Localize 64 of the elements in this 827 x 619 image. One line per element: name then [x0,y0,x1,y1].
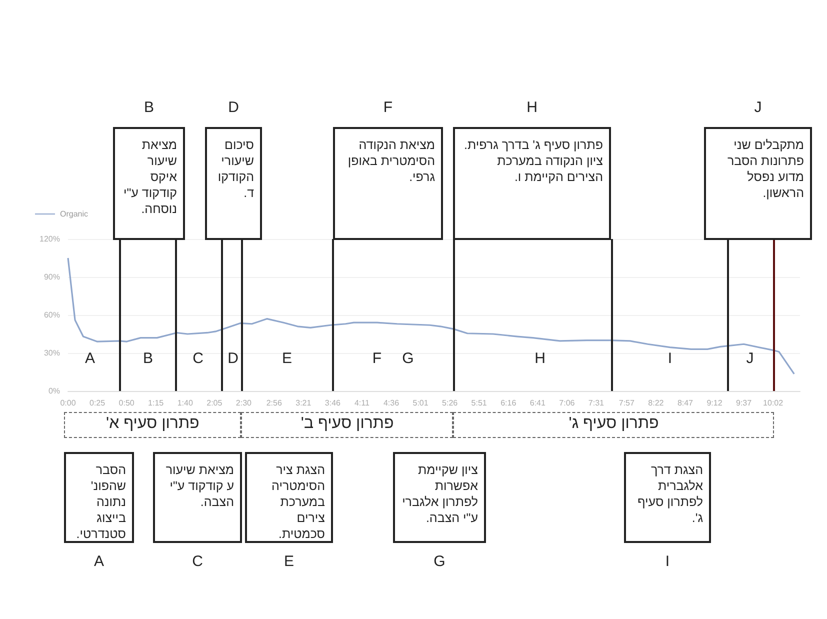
y-tick-label: 120% [40,234,60,244]
x-tick-label: 6:16 [500,398,517,408]
annotation: D [226,350,240,367]
text: J [754,99,762,116]
text: F [383,99,393,116]
annotation: I [666,350,674,367]
annotation: H [534,350,546,367]
text: D [228,99,239,116]
text: מציאת שיעור ע קודקוד ע"י הצבה. [153,452,242,543]
text: פתרון סעיף ג' [453,412,774,438]
annotation: A [84,350,96,367]
x-tick-label: 10:02 [763,398,784,408]
text: E [284,553,294,570]
text: B [144,99,154,116]
y-tick-label: 60% [44,310,60,320]
x-tick-label: 4:11 [354,398,370,408]
annotation: C [192,350,204,367]
text: מתקבלים שני פתרונות הסבר מדוע נפסל הראשון. [704,127,812,240]
x-tick-label: 3:46 [324,398,342,408]
x-tick-label: 5:26 [442,398,458,408]
annotation: F [371,350,383,367]
x-tick-label: 2:05 [206,398,223,408]
x-tick-label: 0:50 [118,398,135,408]
x-tick-label: 8:22 [648,398,664,408]
legend-label: Organic [60,210,88,218]
x-tick-label: 9:37 [736,398,752,408]
x-tick-label: 4:36 [383,398,400,408]
text: הסבר שהפונ' נתונה בייצוג סטנדרטי. [64,452,134,543]
x-tick-label: 0:25 [89,398,106,408]
x-tick-label: 1:15 [148,398,164,408]
text: פתרון סעיף ב' [241,412,454,438]
x-tick-label: 7:57 [618,398,635,408]
x-tick-label: 8:47 [677,398,694,408]
text: סיכום שיעורי הקודקוד. [205,127,262,240]
x-tick-label: 2:56 [266,398,282,408]
x-tick-label: 5:01 [412,398,429,408]
annotation: J [745,350,755,367]
text: הצגת דרך אלגברית לפתרון סעיף ג'. [624,452,711,543]
x-tick-label: 6:41 [530,398,546,408]
text: ציון שקיימת אפשרות לפתרון אלגברי ע"י הצבה. [393,452,486,543]
text: C [192,553,203,570]
x-tick-label: 3:21 [296,398,312,408]
annotation: E [280,350,293,367]
y-tick-label: 90% [44,272,60,282]
x-tick-label: 9:12 [706,398,723,408]
text: H [526,99,538,116]
text: I [665,553,670,570]
annotation: G [401,350,415,367]
x-tick-label: 2:30 [236,398,252,408]
text: פתרון סעיף א' [64,412,242,438]
text: G [434,553,446,570]
x-tick-label: 5:51 [471,398,488,408]
text: מציאת הנקודה הסימטרית באופן גרפי. [333,127,443,240]
y-tick-label: 30% [44,348,60,358]
y-tick-label: 0% [48,386,60,396]
x-tick-label: 1:40 [177,398,194,408]
x-tick-label: 7:06 [559,398,576,408]
x-tick-label: 7:31 [588,398,605,408]
text: הצגת ציר הסימטריה במערכת צירים סכמטית. [245,452,333,543]
text: מציאת שיעור איקס קודקוד ע"י נוסחה. [113,127,185,240]
text: פתרון סעיף ג' בדרך גרפית. ציון הנקודה במערכת הצירים הקיימת ו. [453,127,611,240]
text: A [94,553,104,570]
x-tick-label: 0:00 [60,398,76,408]
annotation: B [142,350,154,367]
